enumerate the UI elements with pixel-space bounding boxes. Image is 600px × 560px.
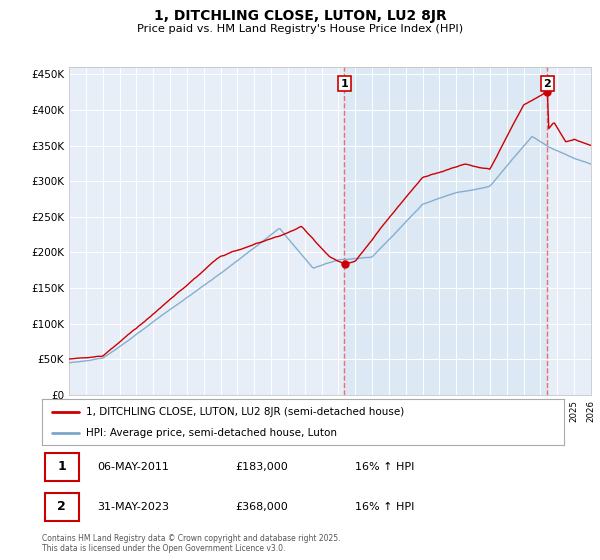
Text: Contains HM Land Registry data © Crown copyright and database right 2025.
This d: Contains HM Land Registry data © Crown c… xyxy=(42,534,341,553)
Text: 1: 1 xyxy=(58,460,66,473)
Text: HPI: Average price, semi-detached house, Luton: HPI: Average price, semi-detached house,… xyxy=(86,428,337,438)
Text: 06-MAY-2011: 06-MAY-2011 xyxy=(97,462,169,472)
Text: Price paid vs. HM Land Registry's House Price Index (HPI): Price paid vs. HM Land Registry's House … xyxy=(137,24,463,34)
Text: 2: 2 xyxy=(544,78,551,88)
Text: 31-MAY-2023: 31-MAY-2023 xyxy=(97,502,169,512)
Text: 1: 1 xyxy=(340,78,348,88)
Text: 16% ↑ HPI: 16% ↑ HPI xyxy=(355,462,415,472)
FancyBboxPatch shape xyxy=(44,453,79,480)
Text: 1, DITCHLING CLOSE, LUTON, LU2 8JR (semi-detached house): 1, DITCHLING CLOSE, LUTON, LU2 8JR (semi… xyxy=(86,407,404,417)
Text: £183,000: £183,000 xyxy=(235,462,288,472)
FancyBboxPatch shape xyxy=(44,493,79,521)
Text: 2: 2 xyxy=(58,501,66,514)
Text: £368,000: £368,000 xyxy=(235,502,288,512)
Bar xyxy=(344,67,547,395)
Text: 16% ↑ HPI: 16% ↑ HPI xyxy=(355,502,415,512)
Text: 1, DITCHLING CLOSE, LUTON, LU2 8JR: 1, DITCHLING CLOSE, LUTON, LU2 8JR xyxy=(154,9,446,23)
